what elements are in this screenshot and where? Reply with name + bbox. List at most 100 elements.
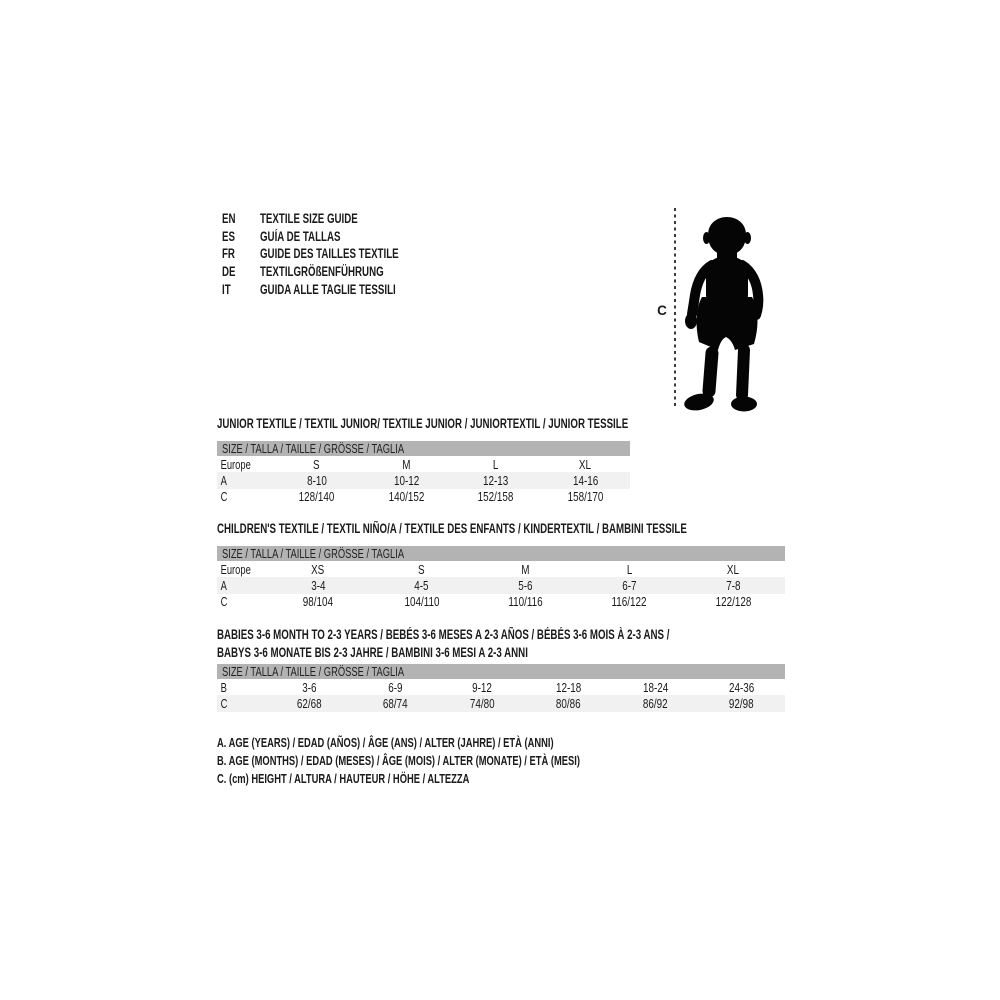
table-title-line: BABYS 3-6 MONATE BIS 2-3 JAHRE / BAMBINI… bbox=[217, 644, 528, 660]
language-row: ES GUÍA DE TALLAS bbox=[222, 228, 453, 246]
language-title: GUIDE DES TAILLES TEXTILE bbox=[260, 246, 399, 262]
legend-note: B. AGE (MONTHS) / EDAD (MESES) / ÂGE (MO… bbox=[217, 752, 580, 768]
language-row: IT GUIDA ALLE TAGLIE TESSILI bbox=[222, 280, 453, 298]
size-header-bar: SIZE / TALLA / TAILLE / GRÖSSE / TAGLIA bbox=[217, 664, 785, 679]
size-header-label: SIZE / TALLA / TAILLE / GRÖSSE / TAGLIA bbox=[222, 546, 405, 561]
size-header-label: SIZE / TALLA / TAILLE / GRÖSSE / TAGLIA bbox=[222, 441, 405, 456]
table-cell-value: 8-10 bbox=[306, 472, 327, 488]
table-cell: 128/140 bbox=[272, 489, 362, 504]
table-title: BABIES 3-6 MONTH TO 2-3 YEARS / BEBÉS 3-… bbox=[217, 626, 785, 661]
row-label: A bbox=[220, 577, 227, 593]
table-cell-value: 4-5 bbox=[414, 577, 429, 593]
table-cell: 104/110 bbox=[370, 594, 474, 609]
table-cell-value: 98/104 bbox=[302, 594, 334, 610]
table-cell-value: 62/68 bbox=[296, 695, 322, 711]
table-title: CHILDREN'S TEXTILE / TEXTIL NIÑO/A / TEX… bbox=[217, 520, 785, 538]
language-title: TEXTILE SIZE GUIDE bbox=[260, 211, 358, 227]
language-code-text: EN bbox=[222, 211, 236, 227]
table-row: A 8-10 10-12 12-13 14-16 bbox=[217, 472, 631, 489]
table-cell-value: 18-24 bbox=[642, 679, 668, 695]
table-cell-value: XS bbox=[311, 561, 325, 577]
table-cell: S bbox=[272, 457, 362, 472]
table-cell: 86/92 bbox=[612, 696, 699, 711]
legend-notes: A. AGE (YEARS) / EDAD (AÑOS) / ÂGE (ANS)… bbox=[217, 734, 721, 787]
row-label: B bbox=[220, 679, 227, 695]
table-cell: 74/80 bbox=[439, 696, 526, 711]
table-cell: 62/68 bbox=[266, 696, 353, 711]
language-title: TEXTILGRÖßENFÜHRUNG bbox=[260, 264, 384, 280]
legend-note: A. AGE (YEARS) / EDAD (AÑOS) / ÂGE (ANS)… bbox=[217, 735, 554, 750]
table-cell: 10-12 bbox=[362, 473, 452, 488]
table-cell: M bbox=[474, 562, 578, 577]
language-code: FR bbox=[222, 246, 260, 261]
table-cell-value: 12-13 bbox=[483, 472, 509, 488]
table-cell-value: 14-16 bbox=[572, 472, 598, 488]
language-row: EN TEXTILE SIZE GUIDE bbox=[222, 210, 453, 228]
table-cell: M bbox=[362, 457, 452, 472]
table-title-line: CHILDREN'S TEXTILE / TEXTIL NIÑO/A / TEX… bbox=[217, 521, 687, 536]
table-cell: 158/170 bbox=[541, 489, 631, 504]
language-code-text: DE bbox=[222, 264, 236, 280]
table-cell: 6-9 bbox=[353, 680, 440, 695]
size-header-bar: SIZE / TALLA / TAILLE / GRÖSSE / TAGLIA bbox=[217, 546, 785, 561]
language-row: DE TEXTILGRÖßENFÜHRUNG bbox=[222, 263, 453, 281]
table-cell-value: 74/80 bbox=[469, 695, 495, 711]
table-cell: 6-7 bbox=[577, 578, 681, 593]
table-cell: 5-6 bbox=[474, 578, 578, 593]
table-rows: B 3-6 6-9 9-12 12-18 18-24 24-36 C 62/68 68/74 74/… bbox=[217, 679, 785, 712]
table-cell: 9-12 bbox=[439, 680, 526, 695]
table-cell: XL bbox=[681, 562, 785, 577]
table-cell: 140/152 bbox=[362, 489, 452, 504]
table-cell: 12-13 bbox=[451, 473, 541, 488]
table-row: C 62/68 68/74 74/80 80/86 86/92 92/98 bbox=[217, 695, 785, 712]
table-cell: 18-24 bbox=[612, 680, 699, 695]
language-code-text: IT bbox=[222, 281, 231, 297]
table-cell-value: 122/128 bbox=[715, 594, 751, 610]
table-cell: 14-16 bbox=[541, 473, 631, 488]
height-measure-label: C bbox=[657, 303, 667, 318]
table-cell-value: 24-36 bbox=[729, 679, 755, 695]
table-cell: 122/128 bbox=[681, 594, 785, 609]
table-cell-value: 116/122 bbox=[611, 594, 647, 610]
table-title: JUNIOR TEXTILE / TEXTIL JUNIOR/ TEXTILE … bbox=[217, 415, 630, 433]
language-row: FR GUIDE DES TAILLES TEXTILE bbox=[222, 245, 453, 263]
table-cell: 80/86 bbox=[526, 696, 613, 711]
table-cell: 98/104 bbox=[266, 594, 370, 609]
row-label: C bbox=[220, 594, 228, 610]
table-cell-value: L bbox=[492, 456, 499, 472]
table-cell-value: 6-9 bbox=[388, 679, 403, 695]
row-label: C bbox=[220, 489, 228, 505]
table-cell-value: 12-18 bbox=[556, 679, 582, 695]
table-cell-value: 9-12 bbox=[472, 679, 493, 695]
table-cell: 12-18 bbox=[526, 680, 613, 695]
table-cell-value: S bbox=[313, 456, 321, 472]
table-cell-value: 80/86 bbox=[556, 695, 582, 711]
table-cell: 116/122 bbox=[577, 594, 681, 609]
table-cell-value: 6-7 bbox=[622, 577, 637, 593]
table-junior-textile: JUNIOR TEXTILE / TEXTIL JUNIOR/ TEXTILE … bbox=[217, 415, 630, 505]
language-code-text: ES bbox=[222, 228, 235, 244]
language-code-text: FR bbox=[222, 246, 235, 262]
table-cell-value: XL bbox=[579, 456, 592, 472]
table-cell-value: 86/92 bbox=[642, 695, 668, 711]
table-cell: 8-10 bbox=[272, 473, 362, 488]
table-cell: S bbox=[370, 562, 474, 577]
table-row: C 128/140 140/152 152/158 158/170 bbox=[217, 489, 630, 505]
size-header-label: SIZE / TALLA / TAILLE / GRÖSSE / TAGLIA bbox=[222, 664, 405, 679]
table-row: Europe XS S M L XL bbox=[217, 561, 785, 577]
language-title-list: EN TEXTILE SIZE GUIDE ES GUÍA DE TALLAS FR GU… bbox=[222, 210, 453, 298]
table-cell-value: L bbox=[626, 561, 633, 577]
table-cell-value: 3-6 bbox=[302, 679, 317, 695]
row-label: C bbox=[220, 695, 228, 711]
table-cell-value: 104/110 bbox=[404, 594, 440, 610]
table-cell-value: 140/152 bbox=[388, 489, 425, 505]
table-cell-value: 158/170 bbox=[567, 489, 604, 505]
table-cell-value: 110/116 bbox=[508, 594, 543, 610]
row-label: Europe bbox=[220, 561, 251, 577]
language-code: ES bbox=[222, 229, 260, 244]
table-cell: L bbox=[451, 457, 541, 472]
table-cell: 4-5 bbox=[370, 578, 474, 593]
table-row: Europe S M L XL bbox=[217, 456, 630, 472]
table-title-line: BABIES 3-6 MONTH TO 2-3 YEARS / BEBÉS 3-… bbox=[217, 627, 670, 642]
